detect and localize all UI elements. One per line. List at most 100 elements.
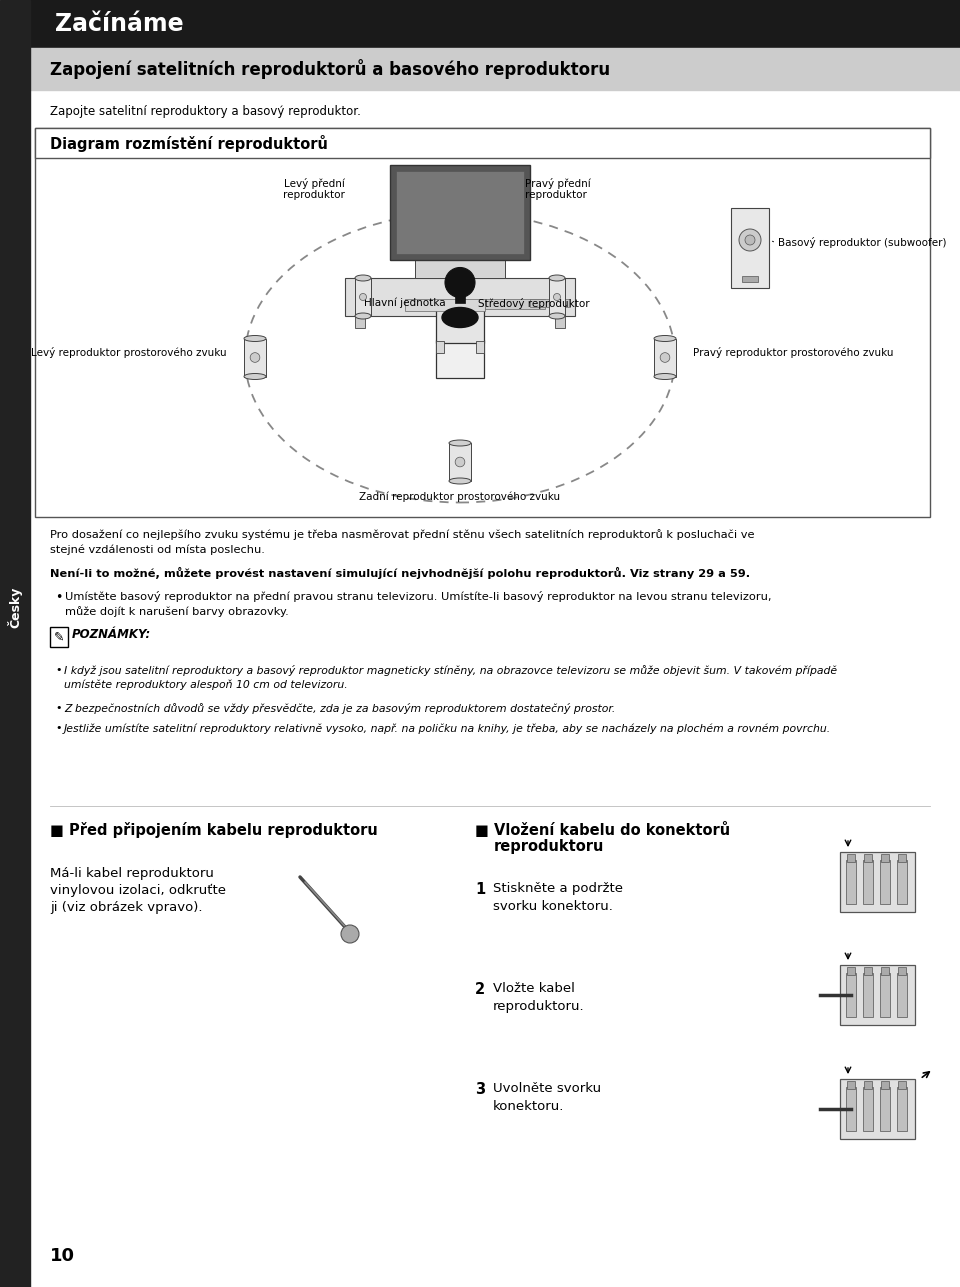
Bar — [847, 1081, 855, 1089]
Bar — [30, 48, 960, 90]
Bar — [863, 860, 873, 903]
Ellipse shape — [654, 336, 676, 341]
Bar — [881, 967, 889, 976]
Text: Není-li to možné, můžete provést nastavení simulující nejvhodnější polohu reprod: Není-li to možné, můžete provést nastave… — [50, 568, 750, 579]
Text: •: • — [55, 723, 61, 734]
Bar — [898, 967, 906, 976]
Text: Začínáme: Začínáme — [55, 12, 183, 36]
Text: •: • — [55, 591, 62, 604]
Text: Zadní reproduktor prostorového zvuku: Zadní reproduktor prostorového zvuku — [359, 492, 561, 502]
Text: •: • — [55, 703, 61, 713]
Text: Umístěte basový reproduktor na přední pravou stranu televizoru. Umístíte-li baso: Umístěte basový reproduktor na přední pr… — [65, 591, 772, 618]
Bar — [449, 443, 471, 481]
Bar — [244, 338, 266, 377]
Bar — [415, 260, 505, 278]
Ellipse shape — [549, 313, 565, 319]
Text: ■ Vložení kabelu do konektorů: ■ Vložení kabelu do konektorů — [475, 822, 731, 838]
Bar — [840, 852, 915, 912]
Bar — [436, 341, 444, 353]
Bar — [847, 967, 855, 976]
Text: 1: 1 — [475, 882, 485, 897]
Bar — [880, 1088, 890, 1131]
Text: •: • — [55, 665, 61, 674]
Text: Levý přední: Levý přední — [284, 178, 345, 189]
Text: reproduktor: reproduktor — [283, 190, 345, 199]
Bar — [0, 0, 30, 1287]
Text: Pro dosažení co nejlepšího zvuku systému je třeba nasměrovat přední stěnu všech : Pro dosažení co nejlepšího zvuku systému… — [50, 529, 755, 555]
Bar — [880, 860, 890, 903]
Bar — [898, 855, 906, 862]
Text: ji (viz obrázek vpravo).: ji (viz obrázek vpravo). — [50, 901, 203, 914]
Text: ■ Před připojením kabelu reproduktoru: ■ Před připojením kabelu reproduktoru — [50, 822, 377, 838]
Text: I když jsou satelitní reproduktory a basový reproduktor magneticky stíněny, na o: I když jsou satelitní reproduktory a bas… — [64, 665, 837, 690]
Ellipse shape — [355, 313, 371, 319]
Bar — [898, 1081, 906, 1089]
Bar — [396, 171, 524, 254]
Ellipse shape — [244, 373, 266, 380]
Text: Diagram rozmístění reproduktorů: Diagram rozmístění reproduktorů — [50, 135, 328, 152]
Bar — [881, 1081, 889, 1089]
Circle shape — [739, 229, 761, 251]
Bar — [345, 278, 575, 317]
Circle shape — [341, 925, 359, 943]
Bar — [390, 165, 530, 260]
Circle shape — [251, 353, 260, 363]
Circle shape — [445, 268, 475, 297]
Ellipse shape — [449, 477, 471, 484]
Bar — [405, 299, 485, 311]
Bar — [485, 299, 545, 309]
Bar — [436, 302, 484, 342]
Bar — [742, 275, 758, 282]
Bar — [530, 299, 570, 308]
Bar — [897, 860, 907, 903]
Bar — [30, 0, 960, 48]
Text: Česky: Česky — [8, 587, 22, 628]
Bar — [476, 341, 484, 353]
Bar — [897, 1088, 907, 1131]
Bar — [881, 855, 889, 862]
Bar — [880, 973, 890, 1017]
Ellipse shape — [244, 336, 266, 341]
Text: 10: 10 — [50, 1247, 75, 1265]
Text: ✎: ✎ — [54, 631, 64, 644]
Bar — [847, 855, 855, 862]
Bar — [555, 317, 565, 328]
Circle shape — [660, 353, 670, 363]
Bar — [864, 967, 872, 976]
Bar — [846, 973, 856, 1017]
Circle shape — [745, 236, 755, 245]
Text: Basový reproduktor (subwoofer): Basový reproduktor (subwoofer) — [778, 238, 947, 248]
Bar — [863, 1088, 873, 1131]
Text: Pravý reproduktor prostorového zvuku: Pravý reproduktor prostorového zvuku — [693, 347, 894, 358]
Bar — [731, 208, 769, 288]
Bar — [455, 283, 465, 302]
Text: Stiskněte a podržte
svorku konektoru.: Stiskněte a podržte svorku konektoru. — [493, 882, 623, 912]
Ellipse shape — [355, 275, 371, 281]
Text: Levý reproduktor prostorového zvuku: Levý reproduktor prostorového zvuku — [32, 347, 227, 358]
Text: reproduktoru: reproduktoru — [494, 839, 605, 855]
Text: Z bezpečnostních důvodů se vždy přesvědčte, zda je za basovým reproduktorem dost: Z bezpečnostních důvodů se vždy přesvědč… — [64, 703, 615, 714]
Text: Vložte kabel
reproduktoru.: Vložte kabel reproduktoru. — [493, 982, 585, 1013]
Bar — [355, 317, 365, 328]
Text: Uvolněte svorku
konektoru.: Uvolněte svorku konektoru. — [493, 1082, 601, 1113]
Ellipse shape — [654, 373, 676, 380]
Bar — [846, 860, 856, 903]
Bar — [35, 127, 930, 517]
Bar — [864, 1081, 872, 1089]
Bar — [846, 1088, 856, 1131]
Bar — [436, 340, 484, 377]
Bar — [654, 338, 676, 377]
Text: 3: 3 — [475, 1082, 485, 1097]
Text: Pravý přední: Pravý přední — [525, 178, 590, 189]
Circle shape — [359, 293, 367, 301]
Bar — [549, 278, 565, 317]
Ellipse shape — [442, 308, 478, 327]
Bar — [863, 973, 873, 1017]
Circle shape — [455, 457, 465, 467]
Bar — [35, 127, 930, 158]
Text: Středový reproduktor: Středový reproduktor — [478, 299, 589, 309]
Bar — [355, 278, 371, 317]
Bar — [864, 855, 872, 862]
Ellipse shape — [549, 275, 565, 281]
Bar — [50, 627, 68, 647]
